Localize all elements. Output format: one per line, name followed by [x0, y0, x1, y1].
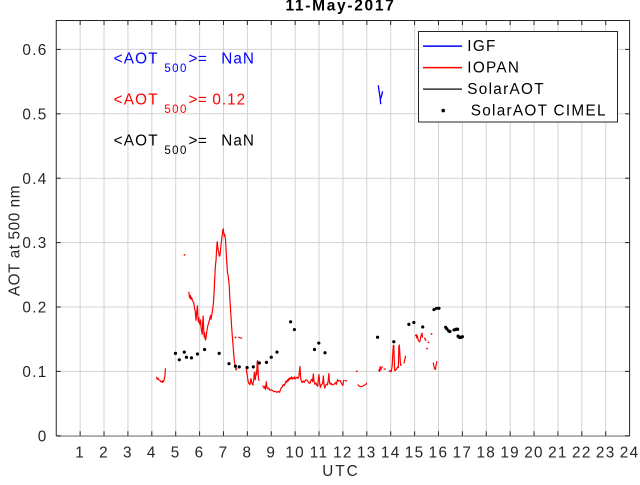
svg-text:6: 6 — [195, 444, 205, 461]
svg-text:0.5: 0.5 — [22, 106, 47, 123]
svg-text:3: 3 — [123, 444, 133, 461]
svg-text:IOPAN: IOPAN — [467, 60, 520, 77]
svg-text:0: 0 — [38, 428, 48, 445]
svg-text:10: 10 — [285, 444, 305, 461]
svg-text:5: 5 — [171, 444, 181, 461]
svg-text:0.3: 0.3 — [22, 235, 47, 252]
svg-text:0.6: 0.6 — [22, 42, 47, 59]
svg-text:SolarAOT CIMEL: SolarAOT CIMEL — [471, 103, 607, 120]
svg-text:24: 24 — [620, 444, 640, 461]
svg-text:1: 1 — [75, 444, 85, 461]
svg-text:<AOT500>=0.12: <AOT500>= 0.12 — [114, 92, 247, 117]
svg-text:<AOT500>=NaN: <AOT500>= NaN — [114, 133, 255, 158]
svg-text:7: 7 — [219, 444, 229, 461]
svg-text:0.2: 0.2 — [22, 300, 47, 317]
svg-text:14: 14 — [381, 444, 401, 461]
svg-text:21: 21 — [548, 444, 568, 461]
svg-text:UTC: UTC — [322, 463, 359, 480]
svg-text:4: 4 — [147, 444, 157, 461]
svg-text:17: 17 — [453, 444, 473, 461]
svg-text:SolarAOT: SolarAOT — [467, 81, 545, 98]
svg-text:<AOT500>=NaN: <AOT500>= NaN — [114, 50, 255, 75]
svg-text:19: 19 — [500, 444, 520, 461]
svg-text:20: 20 — [524, 444, 544, 461]
svg-text:0.4: 0.4 — [22, 171, 47, 188]
svg-text:15: 15 — [405, 444, 425, 461]
svg-text:18: 18 — [476, 444, 496, 461]
svg-text:23: 23 — [596, 444, 616, 461]
svg-text:13: 13 — [357, 444, 377, 461]
svg-text:2: 2 — [99, 444, 109, 461]
svg-text:11: 11 — [310, 444, 328, 461]
svg-text:IGF: IGF — [467, 38, 496, 55]
svg-text:16: 16 — [429, 444, 449, 461]
svg-text:11-May-2017: 11-May-2017 — [285, 0, 395, 14]
svg-text:12: 12 — [333, 444, 353, 461]
svg-text:22: 22 — [572, 444, 592, 461]
svg-text:9: 9 — [266, 444, 276, 461]
svg-text:AOT at 500 nm: AOT at 500 nm — [7, 185, 24, 296]
svg-text:0.1: 0.1 — [22, 364, 47, 381]
svg-text:8: 8 — [242, 444, 252, 461]
